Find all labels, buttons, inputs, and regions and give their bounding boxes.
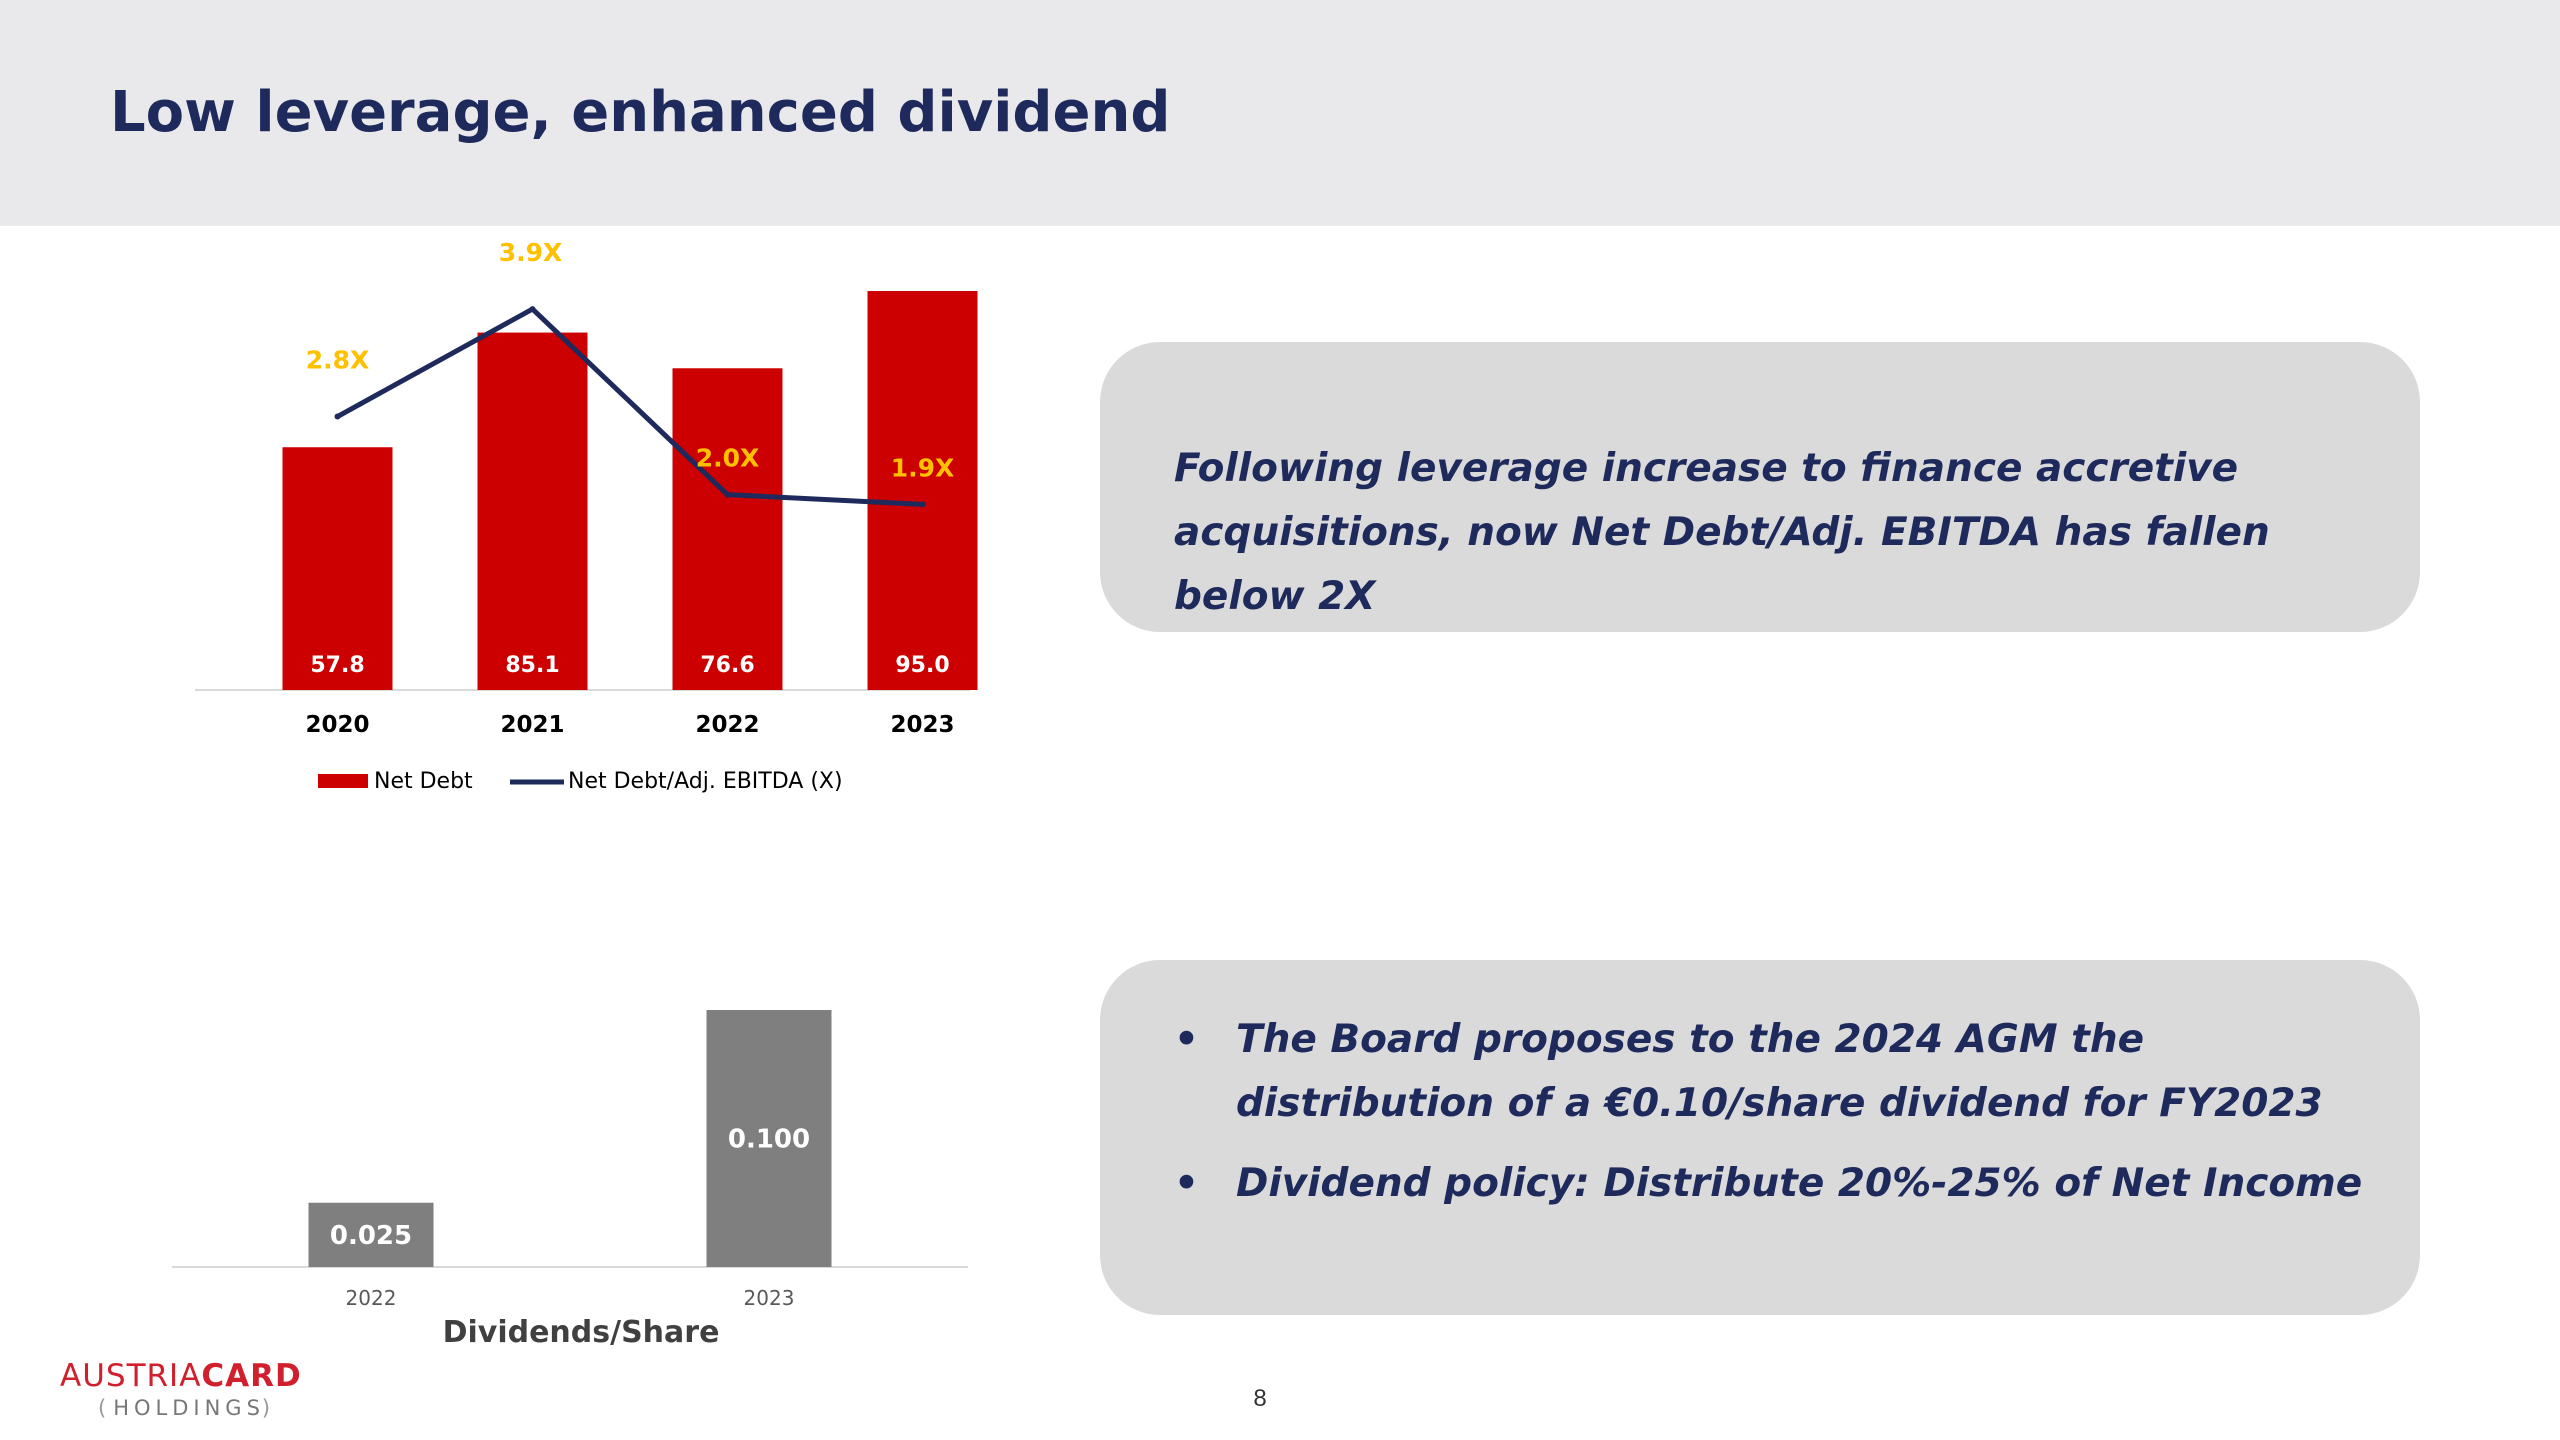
x-tick-label-2022: 2022	[346, 1286, 397, 1310]
net-debt-bar-2022	[672, 368, 783, 690]
dividend-bullet-list: The Board proposes to the 2024 AGM the d…	[1174, 1008, 2380, 1216]
net-debt-bar-2021	[477, 332, 588, 690]
x-tick-label-2023: 2023	[890, 712, 954, 738]
ebitda-ratio-label-2020: 2.8X	[306, 346, 370, 375]
x-axis-title: Dividends/Share	[443, 1315, 720, 1350]
net-debt-value-label-2021: 85.1	[505, 653, 559, 678]
dividend-bullet-proposal: The Board proposes to the 2024 AGM the d…	[1174, 1008, 2380, 1136]
ebitda-ratio-point-2020	[334, 413, 341, 420]
ebitda-ratio-point-2021	[529, 306, 536, 313]
net-debt-value-label-2023: 95.0	[895, 653, 949, 678]
dividend-bullet-policy: Dividend policy: Distribute 20%-25% of N…	[1174, 1152, 2380, 1216]
ebitda-ratio-point-2023	[919, 501, 926, 508]
slide-title: Low leverage, enhanced dividend	[110, 80, 1171, 145]
leverage-callout: Following leverage increase to finance a…	[1100, 342, 2420, 632]
page-number: 8	[1253, 1385, 1267, 1412]
ebitda-ratio-label-2023: 1.9X	[891, 453, 955, 482]
dividend-value-label-2022: 0.025	[330, 1221, 412, 1251]
dividend-bar-2023	[706, 1010, 832, 1267]
ebitda-ratio-label-2021: 3.9X	[499, 240, 563, 267]
dividend-value-label-2023: 0.100	[728, 1125, 810, 1155]
net-debt-bar-2023	[867, 291, 978, 690]
net-debt-chart: 57.8 2020 85.1 2021 76.6 2022 95.0 2023 2.8X 3.9X…	[195, 240, 978, 794]
dividend-callout: The Board proposes to the 2024 AGM the d…	[1100, 960, 2420, 1315]
dividend-bar-2022	[308, 1202, 434, 1267]
logo-wordmark: AUSTRIACARD	[60, 1358, 302, 1394]
x-tick-label-2023: 2023	[744, 1286, 795, 1310]
net-debt-ebitda-line	[336, 306, 923, 507]
logo-word-austria: AUSTRIA	[60, 1358, 202, 1394]
ebitda-ratio-point-2022	[724, 491, 731, 498]
x-tick-label-2022: 2022	[695, 712, 759, 738]
x-tick-label-2021: 2021	[500, 712, 564, 738]
net-debt-bar-2020	[282, 447, 393, 690]
header-band	[0, 0, 2560, 226]
legend-net-debt-label: Net Debt	[374, 769, 473, 794]
leverage-callout-text: Following leverage increase to finance a…	[1174, 446, 2270, 619]
net-debt-value-label-2020: 57.8	[310, 653, 364, 678]
net-debt-value-label-2022: 76.6	[700, 653, 754, 678]
dividends-per-share-chart: 0.025 2022 0.100 2023 Dividends/Share	[172, 1010, 968, 1350]
x-tick-label-2020: 2020	[305, 712, 369, 738]
logo-holdings: HOLDINGS	[98, 1396, 275, 1420]
logo-word-card: CARD	[201, 1358, 302, 1394]
legend-net-debt-swatch	[318, 774, 368, 788]
austriacard-logo: AUSTRIACARD HOLDINGS	[60, 1358, 301, 1424]
ebitda-ratio-label-2022: 2.0X	[696, 444, 760, 473]
legend-ratio-label: Net Debt/Adj. EBITDA (X)	[568, 769, 843, 794]
